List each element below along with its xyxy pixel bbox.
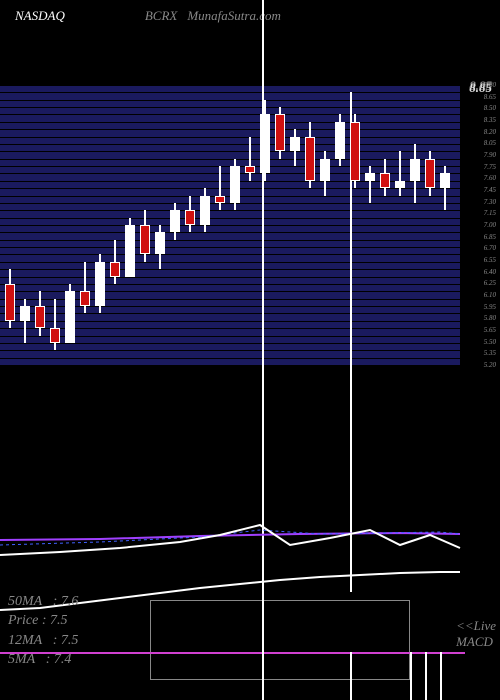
macd-box [150, 600, 410, 680]
info-line: 50MA : 7.6 [8, 592, 78, 612]
info-box: 50MA : 7.6Price : 7.512MA : 7.55MA : 7.4 [8, 592, 78, 670]
info-line: Price : 7.5 [8, 611, 78, 631]
info-line: 12MA : 7.5 [8, 631, 78, 651]
macd-label: <<Live MACD [456, 618, 496, 650]
info-line: 5MA : 7.4 [8, 650, 78, 670]
